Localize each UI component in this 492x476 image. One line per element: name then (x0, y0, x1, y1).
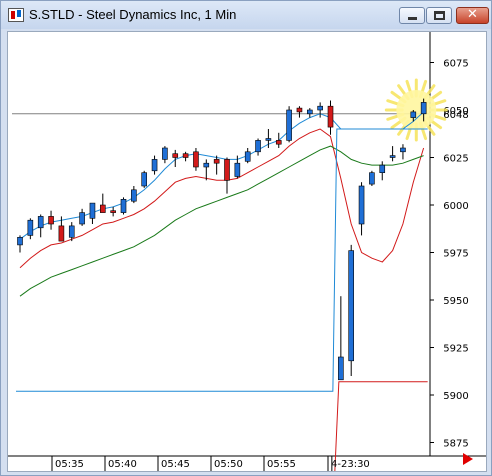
prior-session-upper-line (16, 128, 428, 392)
candle-body[interactable] (131, 189, 137, 202)
candle-body[interactable] (37, 216, 44, 229)
lower-band-line (19, 128, 425, 269)
candle-body[interactable] (162, 147, 168, 160)
candle-body[interactable] (255, 140, 261, 153)
prior-session-lower-line (334, 381, 428, 471)
candle-body[interactable] (100, 204, 106, 213)
candle-body[interactable] (244, 151, 251, 162)
price-tick-label: 5925 (443, 344, 468, 355)
candle-body[interactable] (224, 159, 230, 181)
candle-body[interactable] (172, 153, 179, 158)
candle-body[interactable] (358, 185, 365, 225)
close-button[interactable]: ✕ (456, 7, 489, 24)
candle-body[interactable] (234, 162, 241, 177)
candle-body[interactable] (400, 147, 406, 153)
price-tick-label: 5875 (443, 439, 468, 450)
minimize-icon (408, 17, 417, 20)
candle-body[interactable] (265, 138, 272, 141)
candle-body[interactable] (420, 102, 427, 115)
candle-body[interactable] (389, 155, 396, 158)
candle-body[interactable] (89, 202, 96, 219)
window-title: S.STLD - Steel Dynamics Inc, 1 Min (29, 7, 237, 22)
price-tick-label: 5975 (443, 249, 468, 260)
price-chart[interactable]: 6075 6050 6025 6000 5975 5950 5925 5900 5875 6048… (8, 32, 486, 471)
price-tick-label: 5900 (443, 391, 468, 402)
maximize-icon (434, 11, 445, 20)
candle-body[interactable] (17, 237, 23, 246)
candle-body[interactable] (327, 105, 334, 128)
candle-body[interactable] (203, 162, 210, 168)
time-tick-label: 05:50 (214, 459, 243, 470)
candle-body[interactable] (213, 159, 220, 164)
candle-body[interactable] (141, 172, 147, 187)
candle-body[interactable] (182, 153, 189, 158)
close-icon: ✕ (467, 7, 478, 22)
candle-body[interactable] (338, 356, 344, 381)
candle-body[interactable] (379, 164, 386, 174)
candle-body[interactable] (286, 109, 292, 141)
minimize-button[interactable] (399, 7, 425, 24)
chart-area[interactable]: 6075 6050 6025 6000 5975 5950 5925 5900 5875 6048… (7, 31, 487, 472)
candle-body[interactable] (296, 107, 303, 113)
time-tick-label: 05:55 (267, 459, 296, 470)
current-price-label: 6048 (443, 110, 468, 121)
time-tick-label: 05:40 (108, 459, 137, 470)
price-tick-label: 6025 (443, 154, 468, 165)
maximize-button[interactable] (426, 7, 452, 24)
price-tick-label: 6075 (443, 59, 468, 70)
candle-body[interactable] (410, 111, 417, 118)
candle-body[interactable] (27, 219, 34, 236)
title-bar[interactable]: S.STLD - Steel Dynamics Inc, 1 Min ✕ (1, 1, 491, 29)
candle-body[interactable] (79, 212, 85, 225)
candle-body[interactable] (110, 210, 116, 213)
candle-body[interactable] (348, 250, 355, 362)
time-tick-label: 05:45 (161, 459, 190, 470)
candle-body[interactable] (193, 151, 199, 168)
candle-body[interactable] (48, 216, 54, 225)
highlight-glow (396, 90, 437, 130)
candle-body[interactable] (306, 109, 313, 115)
time-tick-label: 4-23:30 (331, 459, 370, 470)
candle-body[interactable] (58, 225, 65, 242)
price-tick-label: 6050 (443, 106, 468, 117)
candle-body[interactable] (120, 199, 127, 213)
chart-app-icon[interactable] (8, 8, 24, 22)
candle-body[interactable] (68, 225, 75, 238)
price-tick-label: 5950 (443, 296, 468, 307)
candle-body[interactable] (275, 140, 282, 145)
candle-body[interactable] (369, 172, 375, 185)
time-tick-label: 05:35 (55, 459, 84, 470)
scroll-right-arrow-icon[interactable] (463, 453, 473, 465)
moving-average-line (19, 145, 424, 297)
candle-body[interactable] (317, 105, 323, 111)
candle-body[interactable] (151, 159, 158, 172)
price-tick-label: 6000 (443, 201, 468, 212)
